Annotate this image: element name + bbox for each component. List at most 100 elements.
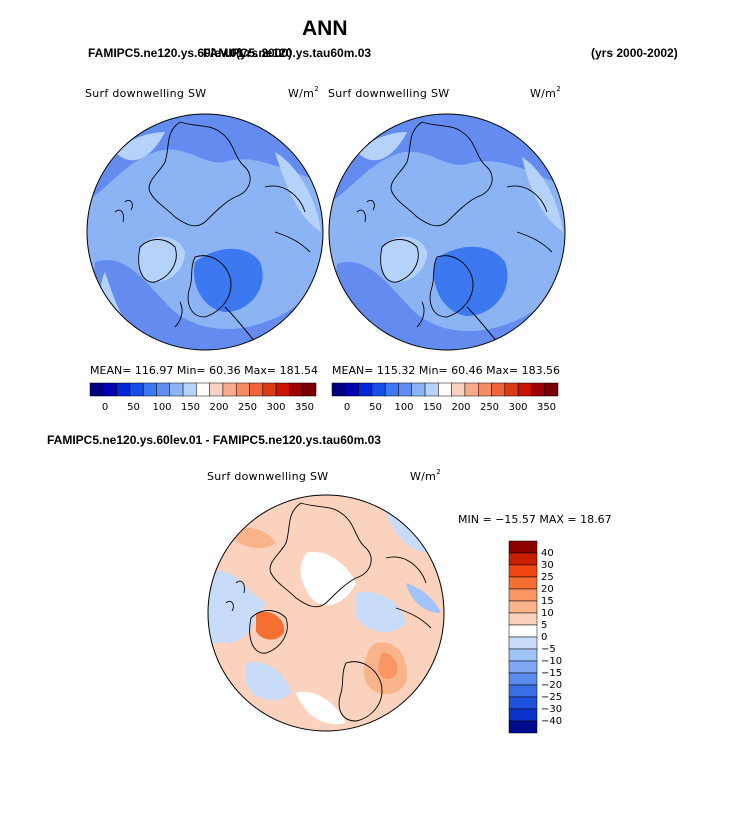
colorbar-tick-label: 150 <box>423 402 442 412</box>
colorbar-swatch <box>302 382 317 397</box>
colorbar-tick-label: 20 <box>541 584 554 595</box>
panel2-units: W/m2 <box>530 85 561 100</box>
colorbar-swatch <box>262 382 277 397</box>
case-b-years: (yrs 2000-2002) <box>591 46 678 60</box>
diff-stats: MIN = −15.57 MAX = 18.67 <box>458 513 612 526</box>
panel2-stats: MEAN= 115.32 Min= 60.46 Max= 183.56 <box>332 364 561 377</box>
case-a-years: (yrs 2000) <box>236 46 293 60</box>
colorbar-swatch <box>508 540 538 554</box>
colorbar-swatch <box>411 382 426 397</box>
colorbar-swatch <box>544 382 559 397</box>
colorbar-swatch <box>222 382 237 397</box>
colorbar-swatch <box>508 660 538 674</box>
panel1-variable: Surf downwelling SW <box>85 87 207 100</box>
colorbar-swatch <box>384 382 399 397</box>
colorbar-swatch <box>142 382 157 397</box>
colorbar-tick-label: −25 <box>541 692 562 703</box>
colorbar-tick-label: 100 <box>394 402 413 412</box>
colorbar-swatch <box>508 672 538 686</box>
colorbar-tick-label: −30 <box>541 704 562 715</box>
colorbar-swatch <box>508 552 538 566</box>
colorbar-swatch <box>477 382 492 397</box>
case-a-header: FAMIPC5.ne120.ys.60lev.01 <box>88 46 244 60</box>
colorbar-tick-label: 350 <box>295 402 314 412</box>
colorbar-swatch <box>531 382 545 397</box>
colorbar-tick-label: 250 <box>480 402 499 412</box>
colorbar-swatch <box>89 382 104 397</box>
colorbar-swatch <box>289 382 303 397</box>
colorbar-swatch <box>398 382 413 397</box>
colorbar-tick-label: 150 <box>181 402 200 412</box>
map-panel-1 <box>86 113 324 351</box>
colorbar-panel-1: 0 50 100 150 200 250 300 350 <box>89 382 317 412</box>
colorbar-swatch <box>358 382 373 397</box>
colorbar-tick-label: 200 <box>451 402 470 412</box>
colorbar-tick-label: 100 <box>152 402 171 412</box>
colorbar-tick-label: −10 <box>541 656 562 667</box>
colorbar-swatch <box>491 382 506 397</box>
colorbar-tick-label: −15 <box>541 668 562 679</box>
colorbar-panel-2: 0 50 100 150 200 250 300 350 <box>331 382 559 412</box>
colorbar-tick-label: 5 <box>541 620 547 631</box>
colorbar-swatch <box>508 684 538 698</box>
page-title: ANN <box>302 17 348 40</box>
colorbar-swatch <box>517 382 532 397</box>
colorbar-swatch <box>169 382 184 397</box>
colorbar-tick-label: 25 <box>541 572 554 583</box>
panel2-variable: Surf downwelling SW <box>328 87 450 100</box>
colorbar-swatch <box>508 624 538 638</box>
colorbar-tick-label: 0 <box>541 632 547 643</box>
colorbar-swatch <box>209 382 224 397</box>
colorbar-tick-label: 0 <box>102 402 108 412</box>
colorbar-swatch <box>345 382 359 397</box>
colorbar-tick-label: 0 <box>344 402 350 412</box>
colorbar-swatch <box>103 382 117 397</box>
colorbar-swatch <box>508 588 538 602</box>
colorbar-swatch <box>156 382 171 397</box>
panel1-units: W/m2 <box>288 85 319 100</box>
colorbar-tick-label: −5 <box>541 644 556 655</box>
colorbar-swatch <box>508 600 538 614</box>
colorbar-swatch <box>508 648 538 662</box>
colorbar-swatch <box>235 382 250 397</box>
colorbar-swatch <box>129 382 144 397</box>
colorbar-swatch <box>508 636 538 650</box>
case-b-header: FAMIPC5.ne120.ys.tau60m.03 <box>203 46 372 60</box>
map-panel-diff <box>207 494 445 732</box>
map-panel-2 <box>328 113 566 351</box>
colorbar-swatch <box>464 382 479 397</box>
colorbar-swatch <box>116 382 131 397</box>
colorbar-tick-label: 10 <box>541 608 554 619</box>
diff-variable: Surf downwelling SW <box>207 470 329 483</box>
colorbar-swatch <box>451 382 466 397</box>
colorbar-tick-label: 15 <box>541 596 554 607</box>
colorbar-swatch <box>331 382 346 397</box>
diff-units: W/m2 <box>410 468 441 483</box>
colorbar-swatch <box>275 382 290 397</box>
colorbar-swatch <box>371 382 386 397</box>
colorbar-tick-label: 50 <box>127 402 140 412</box>
colorbar-swatch <box>508 696 538 710</box>
colorbar-tick-label: 300 <box>266 402 285 412</box>
panel1-stats: MEAN= 116.97 Min= 60.36 Max= 181.54 <box>90 364 319 377</box>
colorbar-tick-label: 50 <box>369 402 382 412</box>
colorbar-tick-label: 350 <box>537 402 556 412</box>
colorbar-swatch <box>182 382 197 397</box>
colorbar-tick-label: 250 <box>238 402 257 412</box>
colorbar-tick-label: 200 <box>209 402 228 412</box>
colorbar-tick-label: −20 <box>541 680 562 691</box>
colorbar-tick-label: 40 <box>541 548 554 559</box>
colorbar-swatch <box>508 576 538 590</box>
colorbar-swatch <box>504 382 519 397</box>
difference-header: FAMIPC5.ne120.ys.60lev.01 - FAMIPC5.ne12… <box>47 433 381 447</box>
colorbar-swatch <box>249 382 264 397</box>
colorbar-tick-label: −40 <box>541 716 562 727</box>
colorbar-swatch <box>508 708 538 722</box>
colorbar-swatch <box>438 382 452 397</box>
colorbar-swatch <box>508 564 538 578</box>
colorbar-swatch <box>508 612 538 626</box>
colorbar-tick-label: 300 <box>508 402 527 412</box>
colorbar-swatch <box>424 382 439 397</box>
colorbar-swatch <box>508 720 538 734</box>
